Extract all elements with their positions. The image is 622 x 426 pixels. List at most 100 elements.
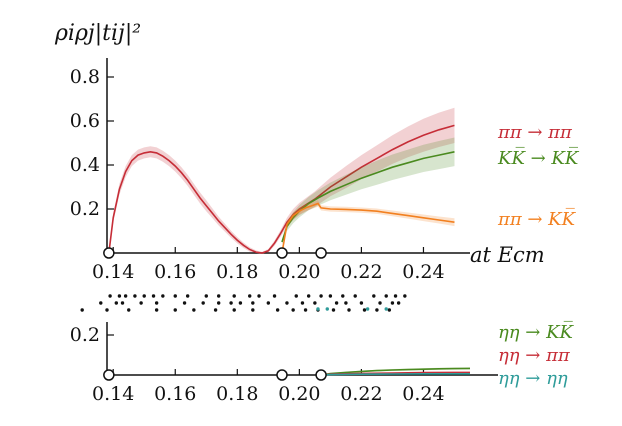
series-band-2 <box>281 200 455 253</box>
upper-panel: ρiρj|tij|² 0.2 0.4 0.6 0.8 0.14 0.16 0.18 0.20… <box>54 21 580 283</box>
level-dot <box>105 308 109 312</box>
y-tick-label: 0.2 <box>70 198 100 220</box>
level-dot <box>303 308 308 312</box>
level-dot <box>387 308 392 312</box>
level-dot <box>353 294 357 298</box>
level-dot <box>154 308 159 312</box>
level-dot <box>185 294 190 298</box>
threshold-marker <box>276 247 288 259</box>
level-dot <box>173 308 177 312</box>
lower-threshold-markers <box>103 369 327 381</box>
threshold-marker <box>276 369 288 381</box>
level-dot <box>403 294 407 298</box>
threshold-marker <box>103 247 115 259</box>
legend-pipi-KK: ππ → KK̅ <box>497 208 577 230</box>
upper-threshold-markers <box>103 247 327 259</box>
level-dot <box>257 294 261 298</box>
level-dot <box>120 301 125 305</box>
level-dot <box>266 301 271 305</box>
level-dot <box>306 294 311 298</box>
level-dot <box>331 308 336 312</box>
level-dots-strip <box>80 294 407 312</box>
x-tick-label: 0.20 <box>278 383 320 405</box>
legend-etaeta-KK: ηη → KK̅ <box>498 321 575 343</box>
series-band-1 <box>281 137 455 245</box>
x-tick-label: 0.22 <box>340 383 382 405</box>
upper-series-group <box>108 107 455 254</box>
threshold-marker <box>315 369 327 381</box>
y-tick-label: 0.6 <box>70 110 100 132</box>
x-tick-label: 0.24 <box>402 261 444 283</box>
level-dot <box>248 294 252 298</box>
upper-x-ticks: 0.14 0.16 0.18 0.20 0.22 0.24 <box>92 247 445 283</box>
x-tick-label: 0.16 <box>154 383 196 405</box>
level-dot <box>117 294 122 298</box>
level-dot <box>325 307 329 311</box>
level-dot <box>365 307 370 311</box>
level-dot <box>216 294 221 298</box>
level-dot <box>161 294 165 298</box>
level-dot <box>285 301 289 305</box>
x-tick-label: 0.24 <box>402 383 444 405</box>
level-dot <box>396 301 401 305</box>
series-line-0 <box>320 367 471 376</box>
legend-KK-KK: KK̅ → KK̅ <box>497 147 580 169</box>
level-dot <box>238 301 243 305</box>
level-dot <box>275 308 280 312</box>
x-tick-label: 0.14 <box>92 261 134 283</box>
level-dot <box>127 308 131 312</box>
level-dot <box>390 301 395 305</box>
level-dot <box>139 301 143 305</box>
x-tick-label: 0.14 <box>92 383 134 405</box>
series-band-0 <box>108 107 455 253</box>
level-dot <box>362 308 367 312</box>
level-dot <box>316 307 320 311</box>
x-tick-label: 0.18 <box>216 261 258 283</box>
y-tick-label: 0.4 <box>70 154 100 176</box>
level-dot <box>313 301 317 305</box>
level-dot <box>319 294 323 298</box>
level-dot <box>123 294 128 298</box>
lower-series-group <box>320 367 471 376</box>
level-dot <box>375 308 379 312</box>
level-dot <box>99 301 103 305</box>
level-dot <box>393 294 398 298</box>
level-dot <box>204 294 208 298</box>
x-tick-label: 0.22 <box>340 261 382 283</box>
level-dot <box>232 308 236 312</box>
level-dot <box>372 294 376 298</box>
level-dot <box>291 308 295 312</box>
level-dot <box>344 301 348 305</box>
legend-etaeta-pipi: ηη → ππ <box>498 345 571 366</box>
x-tick-label: 0.20 <box>278 261 320 283</box>
series-line-1 <box>281 151 455 243</box>
level-dot <box>334 301 339 305</box>
level-dot <box>213 308 218 312</box>
level-dot <box>359 301 364 305</box>
x-tick-label: 0.18 <box>216 383 258 405</box>
level-dot <box>232 294 236 298</box>
level-dot <box>229 301 233 305</box>
lower-panel: 0.2 0.14 0.16 0.18 0.20 0.22 0.24 ηη → KK̅ ηη… <box>70 321 575 405</box>
series-line-2 <box>281 202 455 254</box>
level-dot <box>142 294 146 298</box>
level-dot <box>328 294 333 298</box>
level-dot <box>294 294 298 298</box>
level-dot <box>384 307 388 311</box>
level-dot <box>251 308 255 312</box>
upper-y-axis-label: ρiρj|tij|² <box>54 21 141 46</box>
level-dot <box>201 301 205 305</box>
level-dot <box>133 294 137 298</box>
level-dot <box>192 308 196 312</box>
level-dot <box>151 294 156 298</box>
level-dot <box>347 308 351 312</box>
series-line-0 <box>108 124 455 254</box>
series-line-2 <box>321 373 470 376</box>
level-dot <box>300 301 305 305</box>
upper-y-ticks: 0.2 0.4 0.6 0.8 <box>70 66 114 220</box>
level-dot <box>182 301 187 305</box>
level-dot <box>272 294 277 298</box>
level-dot <box>378 301 382 305</box>
